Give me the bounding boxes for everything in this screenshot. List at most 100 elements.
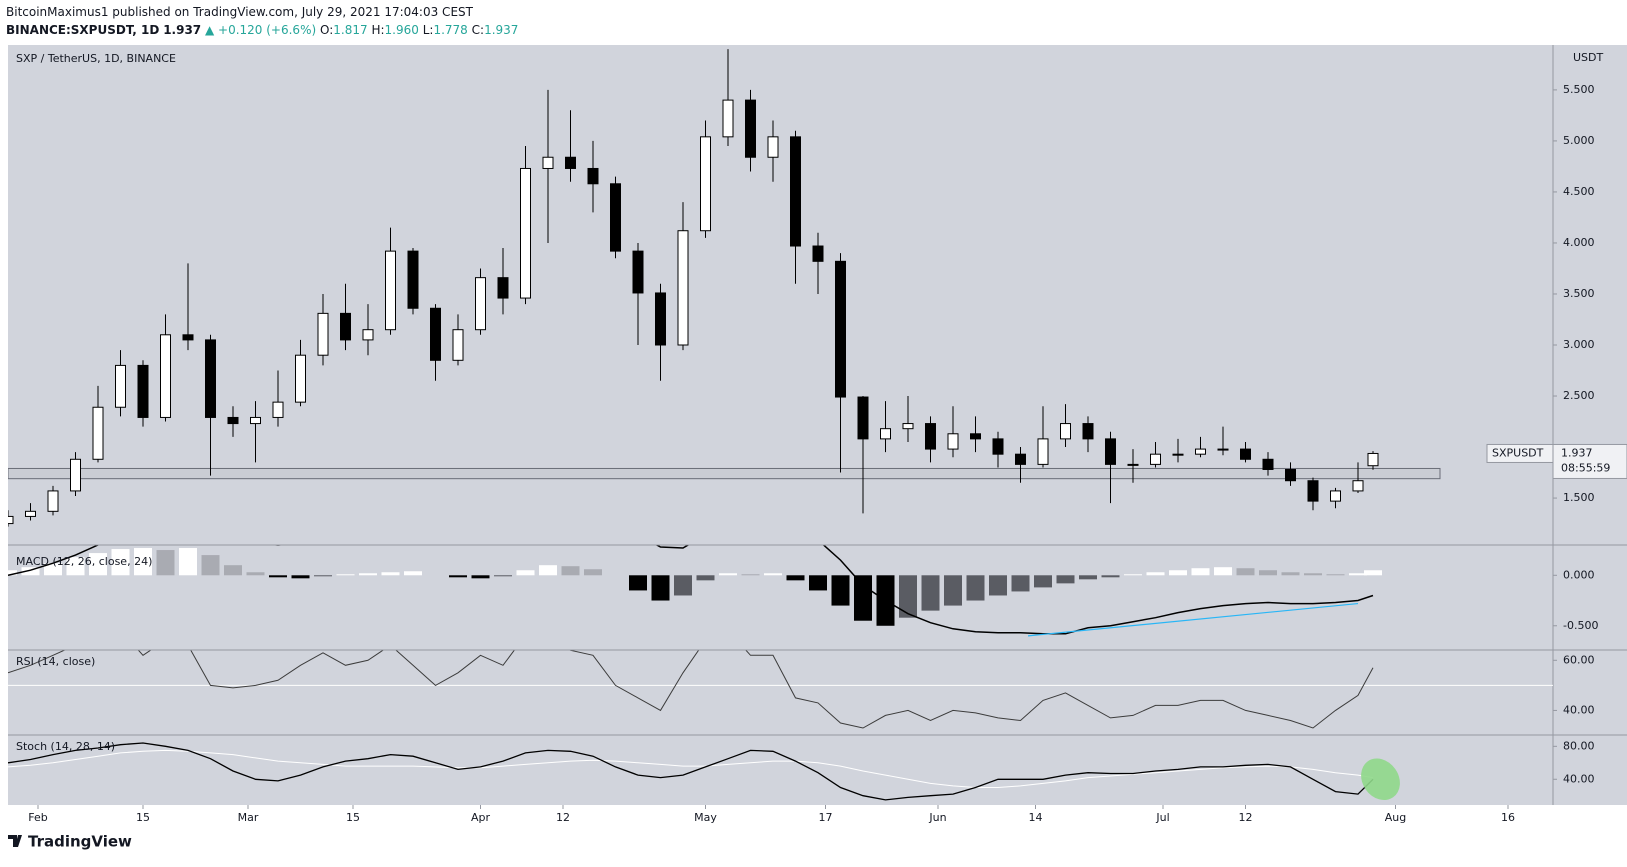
candle-body xyxy=(857,396,869,440)
histogram-bar xyxy=(1326,574,1345,576)
candle-body xyxy=(227,416,239,425)
x-tick-label: 12 xyxy=(556,811,570,824)
histogram-bar xyxy=(516,570,535,576)
histogram-bar xyxy=(381,572,400,576)
x-tick-label: May xyxy=(694,811,717,824)
histogram-bar xyxy=(539,565,557,576)
candle-body xyxy=(182,334,194,341)
candle-body xyxy=(1060,423,1071,440)
histogram-bar xyxy=(719,573,737,576)
candle-body xyxy=(632,250,644,294)
y-tick-label: 5.000 xyxy=(1563,134,1595,147)
open: 1.817 xyxy=(333,23,368,37)
histogram-bar xyxy=(584,569,602,576)
candle-body xyxy=(115,364,126,408)
highlight xyxy=(1361,758,1400,801)
histogram-bar xyxy=(224,565,242,576)
histogram-bar xyxy=(629,575,647,591)
y-tick-label: 3.000 xyxy=(1563,338,1595,351)
indicator-label: MACD (12, 26, close, 24) xyxy=(16,555,152,568)
histogram-bar xyxy=(179,548,197,576)
candle-body xyxy=(1307,480,1319,502)
histogram-bar xyxy=(1281,572,1300,576)
histogram-bar xyxy=(1034,575,1052,588)
candle-body xyxy=(205,339,216,418)
histogram-bar xyxy=(674,575,692,596)
y-tick-label: 3.500 xyxy=(1563,287,1595,300)
logo-icon xyxy=(8,835,22,847)
candle-body xyxy=(1127,463,1139,466)
low: 1.778 xyxy=(433,23,468,37)
candle-body xyxy=(880,428,891,440)
histogram-bar xyxy=(291,575,310,579)
candle-body xyxy=(1240,448,1251,460)
x-tick-label: 15 xyxy=(136,811,150,824)
candle-body xyxy=(610,183,621,252)
candle-body xyxy=(902,423,914,430)
close-label: C: xyxy=(471,23,485,37)
x-tick-label: Mar xyxy=(238,811,259,824)
candle-body xyxy=(992,438,1004,455)
histogram-bar xyxy=(66,557,85,576)
candle-body xyxy=(700,136,711,232)
candle-body xyxy=(1330,490,1341,502)
histogram-bar xyxy=(246,572,265,576)
histogram-bar xyxy=(314,575,332,577)
candle-body xyxy=(385,250,396,331)
candle-body xyxy=(250,416,261,425)
histogram-bar xyxy=(989,575,1007,596)
histogram-bar xyxy=(156,550,175,576)
change: ▲ +0.120 (+6.6%) xyxy=(204,23,317,37)
y-tick-label: 40.00 xyxy=(1563,703,1595,716)
candle-body xyxy=(1195,448,1206,455)
last-price-symbol: SXPUSDT xyxy=(1492,446,1544,459)
histogram-bar xyxy=(494,575,512,577)
candle-body xyxy=(317,312,329,356)
histogram-bar xyxy=(111,549,130,576)
candle-body xyxy=(767,136,779,158)
plot-background xyxy=(8,45,1553,805)
histogram-bar xyxy=(831,575,850,606)
y-tick-label: 0.000 xyxy=(1563,568,1595,581)
candle-body xyxy=(160,334,171,418)
histogram-bar xyxy=(921,575,940,611)
x-tick-label: Jul xyxy=(1155,811,1169,824)
histogram-bar xyxy=(269,575,287,578)
x-tick-label: Apr xyxy=(471,811,491,824)
histogram-bar xyxy=(1191,568,1210,576)
histogram-bar xyxy=(134,548,152,576)
histogram-bar xyxy=(1169,570,1187,576)
candle-body xyxy=(407,250,419,309)
header: BitcoinMaximus1 published on TradingView… xyxy=(6,3,518,39)
candle-body xyxy=(1150,453,1161,465)
candle-body xyxy=(745,99,756,158)
indicator-label: Stoch (14, 28, 14) xyxy=(16,740,115,753)
y-tick-label: 4.500 xyxy=(1563,185,1595,198)
last-price-value: 1.937 xyxy=(1561,446,1593,459)
candle-body xyxy=(47,490,59,512)
pane xyxy=(8,742,1400,801)
histogram-bar xyxy=(89,553,107,576)
price-axis-background xyxy=(1553,45,1627,805)
histogram-bar xyxy=(21,567,40,576)
candle-body xyxy=(1367,452,1379,467)
publisher: BitcoinMaximus1 published on TradingView… xyxy=(6,5,473,19)
histogram-bar xyxy=(404,571,422,576)
candle-body xyxy=(430,307,441,361)
candle-body xyxy=(812,245,824,262)
candle-body xyxy=(340,312,351,341)
x-tick-label: 17 xyxy=(819,811,833,824)
x-tick-label: 12 xyxy=(1239,811,1253,824)
brand: TradingView xyxy=(28,833,132,851)
histogram-bar xyxy=(809,575,827,591)
stoch-d-line xyxy=(8,749,1374,788)
histogram-bar xyxy=(1349,573,1367,576)
candle-body xyxy=(70,458,81,492)
candle-body xyxy=(790,136,801,247)
histogram-bar xyxy=(854,575,872,621)
candle-body xyxy=(542,156,554,169)
y-tick-label: 80.00 xyxy=(1563,739,1595,752)
close: 1.937 xyxy=(484,23,519,37)
